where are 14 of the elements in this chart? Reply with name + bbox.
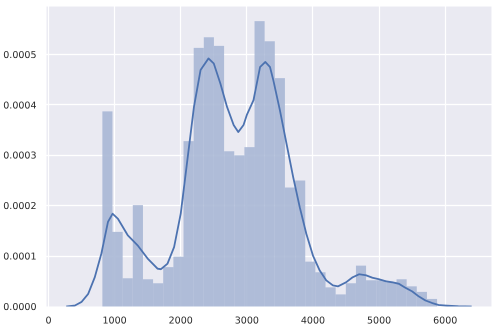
- x-tick-label: 0: [45, 316, 52, 326]
- x-tick-label: 1000: [102, 316, 127, 326]
- y-tick-label: 0.0003: [3, 150, 37, 162]
- x-tick-label: 2000: [168, 316, 193, 326]
- x-tick-label: 4000: [300, 316, 326, 326]
- x-tick-label: 5000: [367, 316, 392, 326]
- y-tick-label: 0.0005: [3, 50, 37, 61]
- y-tick-label: 0.0001: [3, 252, 37, 263]
- line-series: [65, 58, 473, 306]
- y-tick-label: 0.0002: [3, 201, 37, 212]
- x-tick-label: 3000: [234, 316, 259, 326]
- y-tick-label: 0.0000: [3, 302, 37, 313]
- x-tick-label: 6000: [433, 316, 458, 326]
- y-tick-label: 0.0004: [3, 100, 37, 112]
